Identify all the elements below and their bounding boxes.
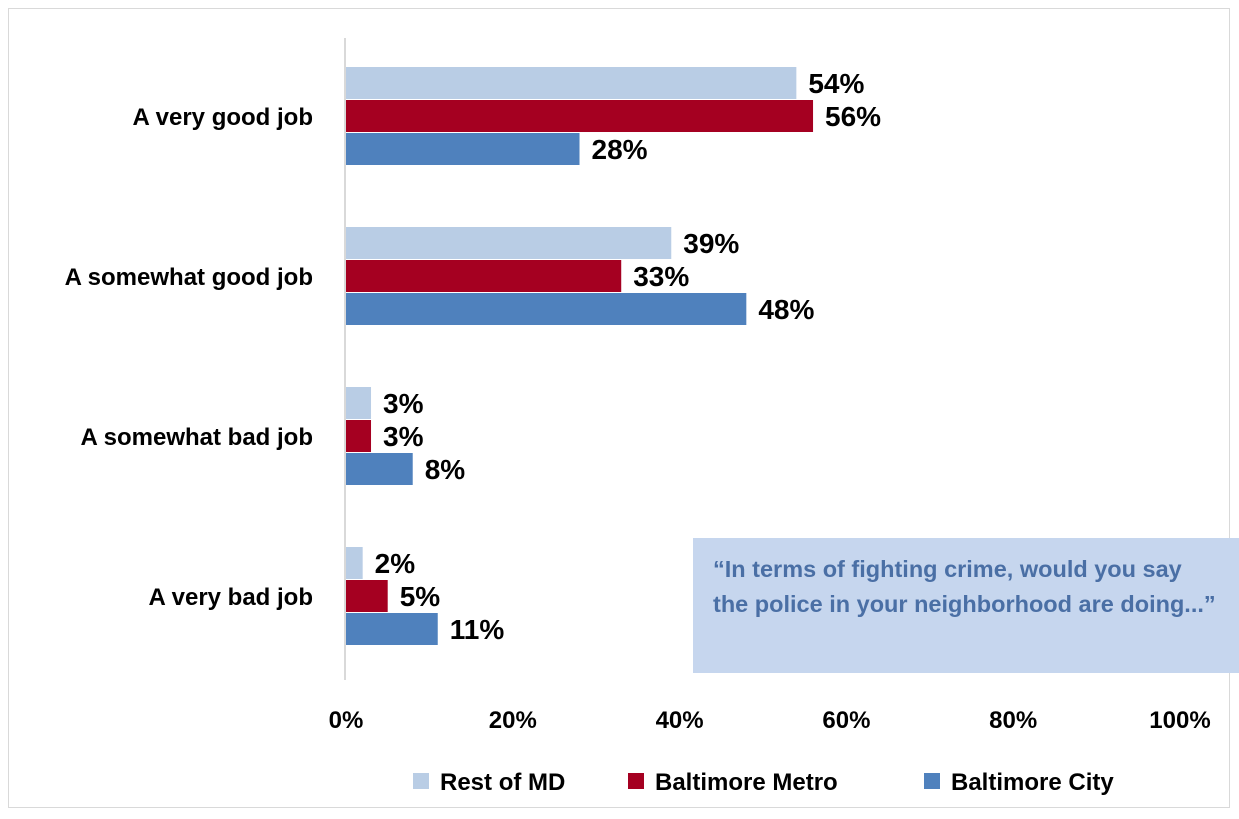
x-tick-label: 0% bbox=[329, 707, 364, 734]
data-label: 3% bbox=[383, 421, 424, 452]
category-label: A very good job bbox=[133, 104, 313, 131]
question-callout: “In terms of fighting crime, would you s… bbox=[693, 538, 1239, 673]
x-tick-label: 100% bbox=[1149, 707, 1210, 734]
bar-baltimore-metro bbox=[346, 100, 814, 132]
legend-label: Baltimore City bbox=[951, 769, 1114, 796]
bar-baltimore-city bbox=[346, 293, 747, 325]
data-label: 54% bbox=[808, 68, 864, 99]
x-tick-label: 20% bbox=[489, 707, 537, 734]
category-label: A somewhat bad job bbox=[81, 424, 313, 451]
legend-swatch bbox=[413, 773, 429, 789]
category-labels: A very good job A somewhat good job A some… bbox=[65, 104, 313, 611]
bar-rest-of-md bbox=[346, 67, 797, 99]
bars-layer: 54%56%28%39%33%48%3%3%8%2%5%11% bbox=[346, 67, 881, 645]
x-tick-label: 80% bbox=[989, 707, 1037, 734]
legend-swatch bbox=[628, 773, 644, 789]
data-label: 3% bbox=[383, 388, 424, 419]
bar-baltimore-city bbox=[346, 133, 580, 165]
bar-rest-of-md bbox=[346, 387, 372, 419]
x-tick-label: 40% bbox=[656, 707, 704, 734]
x-axis-tick-labels: 0% 20% 40% 60% 80% 100% bbox=[329, 707, 1211, 734]
data-label: 5% bbox=[400, 581, 441, 612]
bar-baltimore-city bbox=[346, 613, 438, 645]
bar-rest-of-md bbox=[346, 227, 672, 259]
data-label: 28% bbox=[592, 134, 648, 165]
x-tick-label: 60% bbox=[822, 707, 870, 734]
data-label: 8% bbox=[425, 454, 466, 485]
data-label: 48% bbox=[758, 294, 814, 325]
legend: Rest of MD Baltimore Metro Baltimore City bbox=[413, 769, 1114, 796]
legend-swatch bbox=[924, 773, 940, 789]
category-label: A somewhat good job bbox=[65, 264, 313, 291]
category-label: A very bad job bbox=[149, 584, 313, 611]
bar-baltimore-city bbox=[346, 453, 413, 485]
bar-rest-of-md bbox=[346, 547, 363, 579]
bar-baltimore-metro bbox=[346, 420, 372, 452]
data-label: 39% bbox=[683, 228, 739, 259]
data-label: 33% bbox=[633, 261, 689, 292]
data-label: 2% bbox=[375, 548, 416, 579]
legend-label: Baltimore Metro bbox=[655, 769, 838, 796]
legend-label: Rest of MD bbox=[440, 769, 565, 796]
data-label: 11% bbox=[450, 614, 505, 645]
bar-baltimore-metro bbox=[346, 260, 622, 292]
data-label: 56% bbox=[825, 101, 881, 132]
chart-frame bbox=[8, 8, 1230, 808]
bar-baltimore-metro bbox=[346, 580, 388, 612]
question-text: “In terms of fighting crime, would you s… bbox=[713, 556, 1216, 617]
